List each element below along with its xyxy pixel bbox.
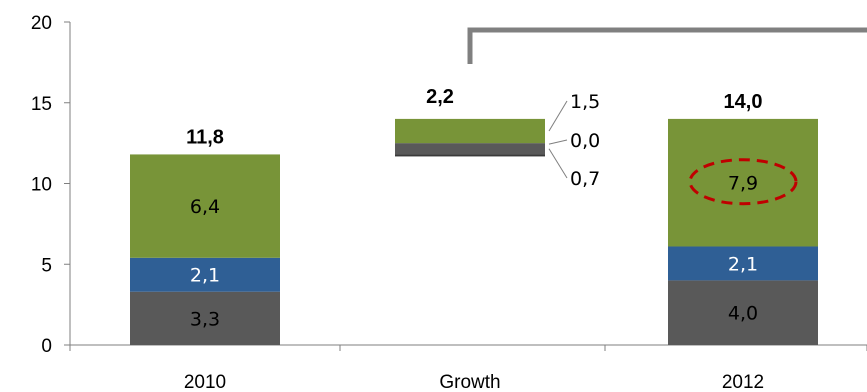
x-tick-label: 2010 (184, 372, 226, 392)
labels: 3,3 2,1 6,4 11,8 1,5 0,0 0,7 2,2 4,0 2,1 7,9 14,0 (186, 27, 867, 330)
bar-base-edge (395, 154, 545, 157)
bar-segment (668, 246, 818, 281)
bar-segment (668, 118, 818, 247)
segment-value-label: 3,3 (190, 308, 220, 330)
segment-value-label: 4,0 (728, 303, 758, 325)
segment-value-label: 2,1 (190, 265, 220, 287)
y-tick-label: 20 (31, 13, 52, 34)
callout-leader-line (548, 139, 568, 145)
segment-value-label: 2,1 (728, 253, 758, 275)
bar-segment (395, 118, 545, 144)
bar-total-label: 2,2 (426, 86, 454, 108)
bar-segment (130, 257, 280, 292)
bar-total-label: 11,8 (186, 126, 224, 148)
y-tick-label: 10 (31, 175, 52, 196)
bar-segment (668, 280, 818, 345)
callout-leader-line (548, 148, 568, 179)
segment-value-label: 7,9 (728, 173, 758, 195)
y-tick-label: 15 (31, 94, 52, 115)
bar-total-label: 14,0 (724, 91, 763, 113)
x-tick-label: 2012 (722, 372, 764, 392)
callout-leader-line (548, 100, 568, 132)
y-tick-label: 5 (41, 255, 52, 276)
growth-bracket-connector (467, 27, 867, 64)
bar-segment (130, 154, 280, 258)
segment-callout-label: 1,5 (570, 91, 600, 113)
y-tick-label: 0 (41, 336, 52, 357)
bars (130, 118, 818, 345)
segment-value-label: 6,4 (190, 196, 220, 218)
segment-callout-label: 0,7 (570, 168, 600, 190)
highlight-dashed-ellipse (688, 158, 798, 206)
segment-callout-label: 0,0 (570, 130, 600, 152)
bar-segment (130, 291, 280, 345)
x-tick-label: Growth (439, 372, 500, 392)
bar-segment (395, 143, 545, 155)
